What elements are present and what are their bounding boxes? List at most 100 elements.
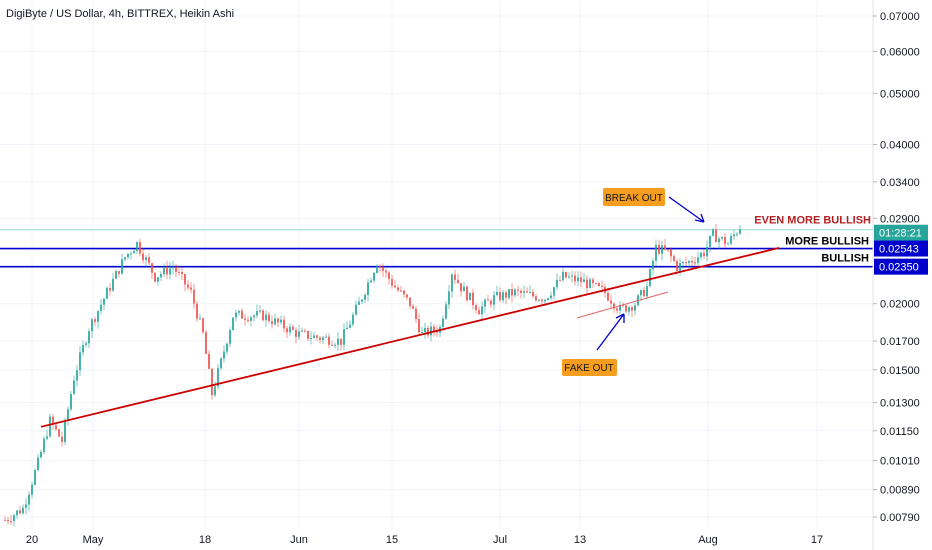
price-axis[interactable]: 0.07000 0.06000 0.05000 0.04000 0.03400 0.029… xyxy=(873,11,928,524)
candle-body xyxy=(481,306,483,315)
break-out-arrow-head xyxy=(694,213,705,223)
candle-body xyxy=(505,292,507,298)
candle-body xyxy=(658,244,660,254)
y-tick-label: 0.01500 xyxy=(880,365,920,377)
candle-body xyxy=(664,245,666,250)
x-tick-label: 20 xyxy=(26,534,38,546)
candle-body xyxy=(103,298,105,305)
candle-body xyxy=(487,299,489,301)
candle-body xyxy=(532,291,534,297)
candle-body xyxy=(235,312,237,318)
candle-body xyxy=(634,305,636,311)
candle-body xyxy=(22,507,24,514)
candle-body xyxy=(10,520,12,522)
candle-body xyxy=(496,291,498,296)
x-tick-label: 15 xyxy=(386,534,398,546)
candle-body xyxy=(601,286,603,288)
candle-body xyxy=(598,283,600,287)
candle-body xyxy=(202,318,204,333)
candle-body xyxy=(358,301,360,305)
candle-body xyxy=(454,274,456,280)
candle-body xyxy=(547,298,549,300)
candle-body xyxy=(268,314,270,322)
candle-body xyxy=(562,271,564,281)
bullish-label: BULLISH xyxy=(821,253,869,265)
chart-title: DigiByte / US Dollar, 4h, BITTREX, Heiki… xyxy=(6,8,234,20)
candle-body xyxy=(190,287,192,290)
fake-out-label: FAKE OUT xyxy=(564,363,613,374)
candle-body xyxy=(550,295,552,299)
candle-body xyxy=(685,262,687,264)
candle-body xyxy=(517,289,519,291)
candle-body xyxy=(334,344,336,346)
candle-body xyxy=(610,300,612,304)
candle-body xyxy=(28,494,30,505)
candle-body xyxy=(73,380,75,394)
candle-body xyxy=(145,257,147,261)
candle-body xyxy=(37,457,39,471)
candle-body xyxy=(91,319,93,332)
candle-body xyxy=(151,263,153,273)
candle-body xyxy=(607,292,609,301)
candle-body xyxy=(52,416,54,425)
break-out-label: BREAK OUT xyxy=(605,193,663,204)
x-tick-label: 13 xyxy=(574,534,586,546)
candle-body xyxy=(157,277,159,282)
candle-body xyxy=(661,245,663,254)
candle-body xyxy=(589,279,591,289)
candle-body xyxy=(76,370,78,381)
candle-body xyxy=(526,291,528,293)
candle-body xyxy=(85,343,87,345)
candle-body xyxy=(691,261,693,263)
candle-body xyxy=(331,344,333,346)
candle-body xyxy=(109,287,111,291)
candle-body xyxy=(265,314,267,321)
candle-body xyxy=(592,279,594,284)
candle-body xyxy=(409,297,411,307)
candle-body xyxy=(196,303,198,319)
y-tick-label: 0.01300 xyxy=(880,398,920,410)
candle-body xyxy=(349,324,351,328)
candle-body xyxy=(565,271,567,278)
candle-body xyxy=(544,299,546,302)
last-price-tag-bg xyxy=(874,224,928,241)
candle-body xyxy=(667,249,669,251)
candle-body xyxy=(673,256,675,262)
x-tick-label: Jul xyxy=(493,534,507,546)
candle-body xyxy=(67,409,69,420)
candle-body xyxy=(199,318,201,320)
candle-body xyxy=(502,292,504,301)
candle-body xyxy=(520,290,522,293)
candle-body xyxy=(709,235,711,247)
candle-body xyxy=(307,330,309,339)
candle-body xyxy=(574,275,576,282)
candle-body xyxy=(649,269,651,287)
time-axis[interactable]: 20 May 18 Jun 15 Jul 13 Aug 17 xyxy=(26,534,823,546)
bullish-price-tag: 0.02350 xyxy=(879,262,919,274)
candle-body xyxy=(25,504,27,508)
x-tick-label: Aug xyxy=(698,534,718,546)
candle-body xyxy=(436,331,438,333)
candle-body xyxy=(220,358,222,369)
candle-body xyxy=(700,252,702,258)
last-price-tag: 01:28:21 xyxy=(879,228,922,240)
candle-body xyxy=(445,304,447,319)
candle-body xyxy=(211,368,213,396)
fake-out-arrow xyxy=(596,313,625,351)
candle-body xyxy=(298,331,300,337)
candle-body xyxy=(394,285,396,288)
candle-body xyxy=(556,279,558,288)
candle-body xyxy=(337,338,339,345)
y-tick-label: 0.07000 xyxy=(880,11,920,23)
candle-body xyxy=(373,272,375,281)
candle-body xyxy=(391,279,393,286)
y-tick-label: 0.01150 xyxy=(880,426,919,438)
candle-body xyxy=(490,300,492,305)
candle-body xyxy=(133,251,135,254)
candle-body xyxy=(226,343,228,352)
candle-body xyxy=(184,274,186,285)
candle-body xyxy=(670,249,672,257)
candle-body xyxy=(304,330,306,332)
candle-body xyxy=(706,246,708,257)
